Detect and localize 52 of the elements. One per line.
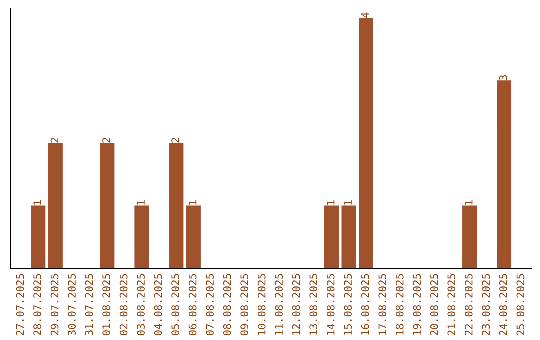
data-label: 1 — [344, 200, 352, 205]
x-tick-label: 06.08.2025 — [188, 274, 197, 336]
x-tick-label: 07.08.2025 — [206, 274, 214, 336]
bar — [31, 206, 46, 269]
data-label: 1 — [34, 200, 42, 205]
data-label: 3 — [499, 76, 508, 80]
x-tick-label: 23.08.2025 — [482, 274, 490, 336]
data-label: 2 — [172, 138, 180, 143]
bar — [100, 143, 115, 269]
x-tick-label: 22.08.2025 — [464, 274, 473, 336]
x-tick-label: 21.08.2025 — [448, 274, 456, 336]
x-tick-label: 09.08.2025 — [240, 274, 249, 336]
data-label: 1 — [327, 200, 335, 205]
x-tick-label: 28.07.2025 — [34, 274, 42, 336]
data-label: 4 — [362, 12, 370, 18]
x-tick-label: 30.07.2025 — [68, 274, 76, 336]
bar — [324, 206, 339, 269]
x-tick-label: 02.08.2025 — [120, 274, 128, 336]
x-tick-label: 05.08.2025 — [172, 274, 180, 336]
data-label: 2 — [102, 138, 110, 143]
x-tick-label: 20.08.2025 — [430, 274, 438, 336]
x-tick-label: 25.08.2025 — [516, 274, 525, 336]
x-tick-label: 10.08.2025 — [258, 274, 266, 335]
bar — [342, 206, 356, 269]
data-label: 1 — [189, 200, 197, 205]
bar — [462, 206, 478, 269]
bar — [48, 143, 63, 269]
x-tick-label: 31.07.2025 — [85, 274, 94, 336]
bar — [359, 18, 374, 269]
x-tick-label: 12.08.2025 — [292, 274, 300, 335]
x-tick-label: 24.08.2025 — [499, 274, 508, 336]
bar — [497, 80, 512, 269]
x-tick-label: 13.08.2025 — [310, 274, 318, 335]
x-tick-label: 08.08.2025 — [223, 274, 232, 336]
data-label: 1 — [137, 200, 145, 205]
data-label: 1 — [465, 200, 473, 205]
x-tick-label: 18.08.2025 — [396, 274, 404, 335]
x-tick-label: 03.08.2025 — [137, 274, 145, 336]
bar — [134, 206, 150, 269]
bar — [186, 206, 201, 269]
x-tick-label: 17.08.2025 — [378, 274, 387, 335]
x-tick-label: 16.08.2025 — [361, 274, 370, 335]
x-tick-label: 29.07.2025 — [50, 274, 59, 336]
x-tick-label: 04.08.2025 — [154, 274, 162, 336]
bar — [169, 143, 184, 269]
x-tick-label: 27.07.2025 — [16, 274, 24, 336]
x-tick-label: 14.08.2025 — [326, 274, 335, 335]
data-label: 2 — [50, 138, 59, 143]
x-tick-label: 15.08.2025 — [344, 274, 352, 335]
x-tick-label: 19.08.2025 — [413, 274, 422, 335]
x-tick-label: 01.08.2025 — [102, 274, 110, 336]
x-tick-label: 11.08.2025 — [275, 274, 284, 335]
